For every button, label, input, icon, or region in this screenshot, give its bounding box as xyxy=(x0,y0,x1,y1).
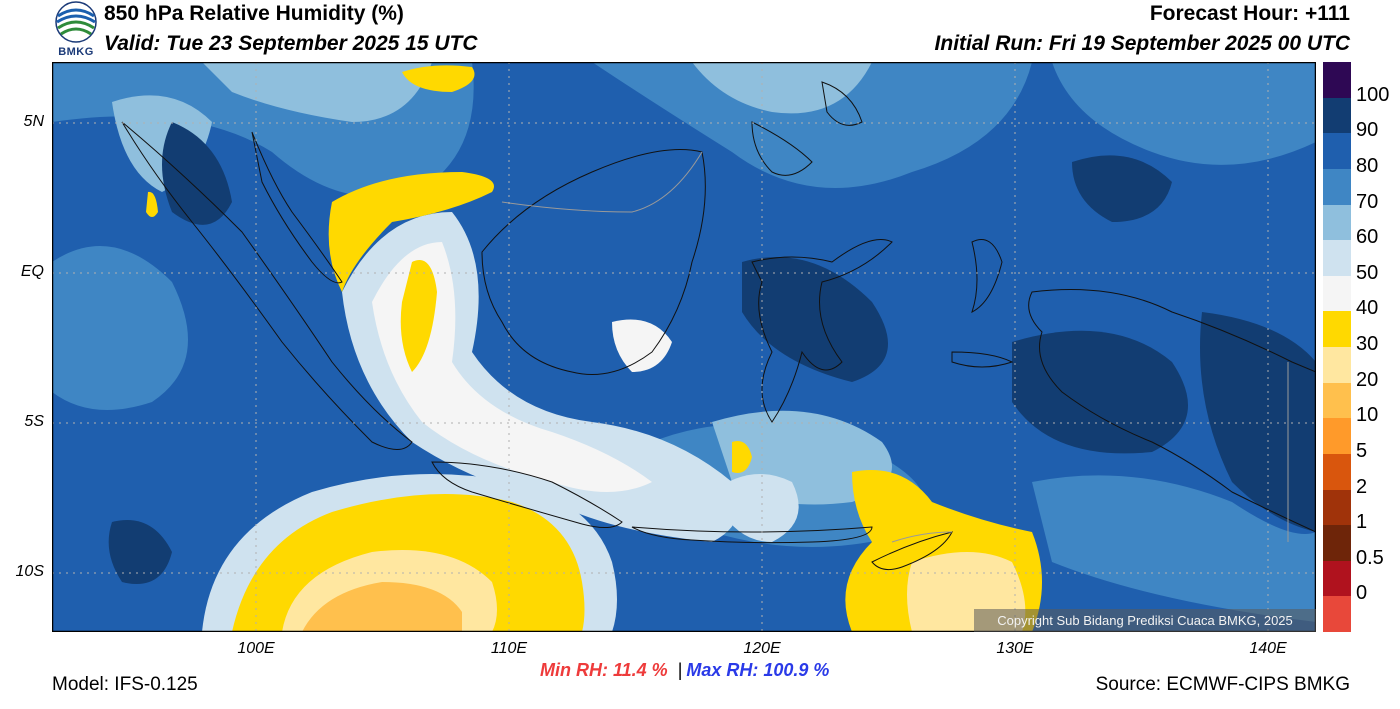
map-title: 850 hPa Relative Humidity (%) xyxy=(104,2,404,25)
colorbar-segment xyxy=(1323,596,1351,632)
lat-label-5s: 5S xyxy=(24,413,44,430)
colorbar-segment xyxy=(1323,133,1351,169)
lon-label-110e: 110E xyxy=(490,640,528,657)
copyright-notice: Copyright Sub Bidang Prediksi Cuaca BMKG… xyxy=(974,609,1316,632)
lon-label-130e: 130E xyxy=(996,640,1034,657)
colorbar-segment xyxy=(1323,560,1351,597)
colorbar-label: 90 xyxy=(1356,119,1379,142)
colorbar-segment xyxy=(1323,275,1351,312)
max-rh-value: Max RH: 100.9 % xyxy=(686,660,830,680)
min-max-rh: Min RH: 11.4 % | Max RH: 100.9 % xyxy=(540,660,829,681)
model-label: Model: IFS-0.125 xyxy=(52,674,198,695)
forecast-hour: Forecast Hour: +111 xyxy=(1149,2,1350,25)
colorbar-label: 0 xyxy=(1356,582,1368,605)
colorbar-label: 100 xyxy=(1356,83,1390,106)
colorbar-segment xyxy=(1323,97,1351,134)
colorbar-segment xyxy=(1323,453,1351,490)
colorbar-label: 60 xyxy=(1356,226,1379,249)
colorbar-segment xyxy=(1323,382,1351,419)
source-label: Source: ECMWF-CIPS BMKG xyxy=(1095,674,1350,695)
initial-run: Initial Run: Fri 19 September 2025 00 UT… xyxy=(934,32,1350,55)
min-rh-value: Min RH: 11.4 % xyxy=(540,660,668,680)
colorbar-segment xyxy=(1323,204,1351,241)
colorbar-label: 70 xyxy=(1356,190,1379,213)
colorbar-segment xyxy=(1323,525,1351,561)
colorbar-label: 10 xyxy=(1356,404,1379,427)
lon-label-120e: 120E xyxy=(743,640,781,657)
colorbar-label: 2 xyxy=(1356,475,1368,498)
colorbar-label: 20 xyxy=(1356,368,1379,391)
colorbar-label: 5 xyxy=(1356,439,1368,462)
colorbar xyxy=(1323,62,1351,632)
colorbar-segment xyxy=(1323,62,1351,98)
colorbar-segment xyxy=(1323,168,1351,205)
lat-label-eq: EQ xyxy=(20,263,44,280)
lat-label-10s: 10S xyxy=(15,563,44,580)
valid-time: Valid: Tue 23 September 2025 15 UTC xyxy=(104,32,478,55)
bmkg-logo xyxy=(52,0,100,60)
colorbar-label: 50 xyxy=(1356,261,1379,284)
separator: | xyxy=(677,660,683,680)
colorbar-segment xyxy=(1323,240,1351,276)
colorbar-label: 40 xyxy=(1356,297,1379,320)
logo-text: BMKG xyxy=(58,46,94,58)
lat-label-5n: 5N xyxy=(23,113,44,130)
colorbar-segment xyxy=(1323,418,1351,454)
colorbar-label: 1 xyxy=(1356,511,1368,534)
lon-label-100e: 100E xyxy=(237,640,275,657)
colorbar-segment xyxy=(1323,347,1351,383)
colorbar-label: 30 xyxy=(1356,333,1379,355)
colorbar-segment xyxy=(1323,311,1351,347)
colorbar-label: 80 xyxy=(1356,154,1379,177)
lon-label-140e: 140E xyxy=(1249,640,1287,657)
colorbar-label: 0.5 xyxy=(1356,546,1384,569)
colorbar-segment xyxy=(1323,489,1351,526)
humidity-map xyxy=(51,61,1317,633)
